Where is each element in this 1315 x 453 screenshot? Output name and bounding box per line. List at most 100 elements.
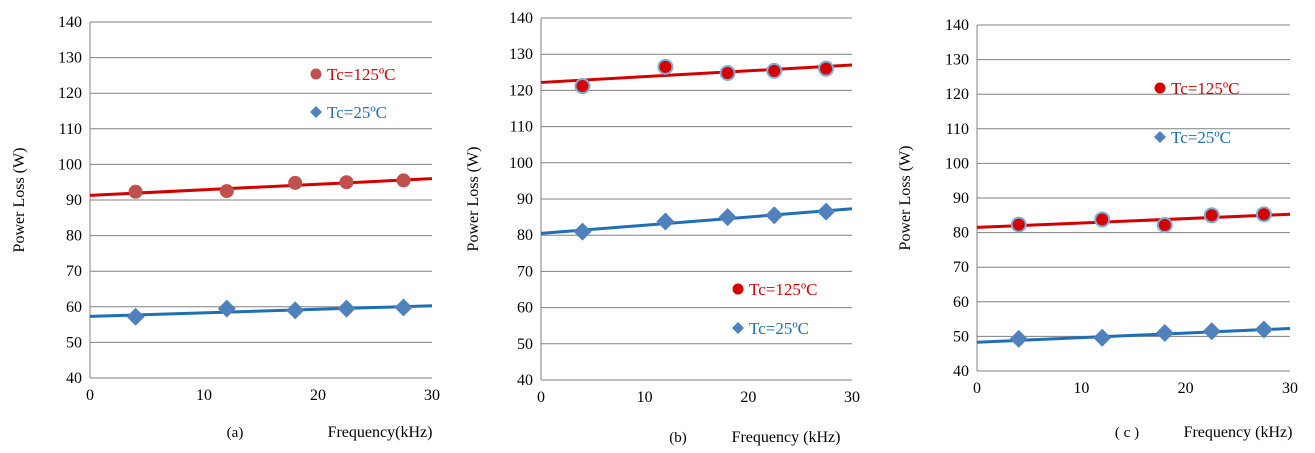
data-point-tc25 (1202, 322, 1221, 341)
y-tick-label: 110 (946, 121, 969, 138)
data-point-tc25 (573, 222, 592, 241)
x-tick-label: 20 (740, 389, 756, 406)
data-point-tc25 (718, 208, 737, 227)
trendline-Tc=25ºC (976, 326, 1291, 344)
x-tick-label: 0 (537, 389, 545, 406)
y-tick-label: 40 (66, 370, 82, 387)
y-tick-label: 130 (509, 46, 533, 63)
data-point-tc25 (765, 206, 784, 225)
legend-marker-tc125 (1154, 82, 1166, 94)
trendline-Tc=125ºC (540, 63, 853, 84)
panel-caption: ( c ) (1115, 425, 1139, 441)
data-point-tc25 (1254, 320, 1273, 339)
data-point-tc25 (1155, 323, 1174, 342)
y-tick-label: 70 (66, 263, 82, 280)
y-tick-label: 60 (66, 299, 82, 316)
y-tick-label: 50 (953, 328, 969, 345)
legend-marker-tc25 (1154, 131, 1166, 143)
x-tick-label: 30 (424, 387, 440, 404)
data-point-tc25 (286, 301, 305, 320)
y-tick-label: 100 (58, 156, 82, 173)
y-tick-label: 80 (953, 225, 969, 242)
y-tick-label: 90 (517, 191, 533, 208)
legend-label-tc125: Tc=125ºC (327, 65, 395, 84)
data-point-tc25 (217, 299, 236, 318)
chart-panel-a: 40 50 60 70 80 90 100 110 120 130 140 0 10 20 30 Power … (11, 14, 440, 441)
data-point-tc25 (337, 299, 356, 318)
data-point-tc125 (128, 184, 143, 199)
x-tick-label: 30 (844, 389, 860, 406)
data-point-tc25 (394, 298, 413, 317)
y-tick-label: 80 (66, 228, 82, 245)
y-tick-label: 120 (58, 85, 82, 102)
data-point-tc25 (126, 307, 145, 326)
y-tick-label: 70 (953, 259, 969, 276)
y-axis-label: Power Loss (W) (11, 148, 28, 253)
x-tick-label: 20 (1178, 380, 1194, 397)
y-tick-label: 60 (517, 300, 533, 317)
y-tick-label: 100 (945, 155, 969, 172)
data-point-tc125 (219, 184, 234, 199)
y-tick-label: 40 (953, 363, 969, 380)
data-point-tc25 (656, 212, 675, 231)
legend-marker-tc25 (732, 322, 744, 334)
data-point-tc25 (1009, 329, 1028, 348)
data-point-tc25 (817, 202, 836, 221)
x-axis-label: Frequency(kHz) (328, 424, 433, 441)
x-tick-label: 20 (310, 387, 326, 404)
trendline-Tc=25ºC (540, 207, 853, 235)
data-point-tc125 (1255, 206, 1272, 223)
y-tick-label: 50 (66, 334, 82, 351)
y-tick-label: 80 (517, 227, 533, 244)
data-point-tc125 (1094, 211, 1111, 228)
trendline-Tc=125ºC (89, 177, 433, 197)
legend-label-tc25: Tc=25ºC (1171, 128, 1231, 147)
chart-panel-c: 40 50 60 70 80 90 100 110 120 130 140 0 10 20 30 Power … (897, 17, 1298, 441)
y-tick-label: 110 (59, 121, 82, 138)
y-tick-label: 110 (510, 119, 533, 136)
trendline-Tc=125ºC (976, 212, 1291, 229)
data-point-tc125 (766, 62, 783, 79)
y-tick-label: 140 (58, 14, 82, 31)
y-tick-label: 120 (945, 86, 969, 103)
data-point-tc125 (1156, 216, 1173, 233)
legend-label-tc25: Tc=25ºC (749, 319, 809, 338)
data-point-tc125 (1203, 207, 1220, 224)
y-axis-label: Power Loss (W) (897, 146, 914, 251)
chart-panel-b: 40 50 60 70 80 90 100 110 120 130 140 0 10 20 30 Power … (465, 10, 860, 446)
legend-marker-tc25 (310, 106, 322, 118)
legend-marker-tc125 (732, 283, 744, 295)
y-tick-label: 120 (509, 82, 533, 99)
legend-marker-tc125 (310, 68, 322, 80)
data-point-tc125 (288, 175, 303, 190)
data-point-tc125 (339, 175, 354, 190)
x-tick-label: 0 (973, 380, 981, 397)
data-point-tc125 (818, 60, 835, 77)
y-tick-label: 90 (953, 190, 969, 207)
data-point-tc25 (1093, 328, 1112, 347)
data-point-tc125 (657, 58, 674, 75)
panel-caption: (a) (227, 425, 244, 441)
x-tick-label: 10 (637, 389, 653, 406)
data-point-tc125 (396, 173, 411, 188)
trendline-Tc=25ºC (89, 304, 433, 318)
x-axis-label: Frequency (kHz) (732, 429, 841, 446)
legend-label-tc125: Tc=125ºC (1171, 79, 1239, 98)
y-tick-label: 130 (945, 52, 969, 69)
y-tick-label: 140 (509, 10, 533, 27)
data-point-tc125 (574, 78, 591, 95)
panel-caption: (b) (669, 430, 687, 446)
y-tick-label: 140 (945, 17, 969, 34)
y-tick-label: 70 (517, 263, 533, 280)
y-tick-label: 50 (517, 336, 533, 353)
x-axis-label: Frequency (kHz) (1184, 424, 1293, 441)
legend-label-tc25: Tc=25ºC (327, 103, 387, 122)
y-tick-label: 130 (58, 50, 82, 67)
y-tick-label: 90 (66, 192, 82, 209)
y-axis-label: Power Loss (W) (465, 147, 482, 252)
y-tick-label: 40 (517, 372, 533, 389)
x-tick-label: 0 (86, 387, 94, 404)
y-tick-label: 100 (509, 155, 533, 172)
data-point-tc125 (1010, 216, 1027, 233)
